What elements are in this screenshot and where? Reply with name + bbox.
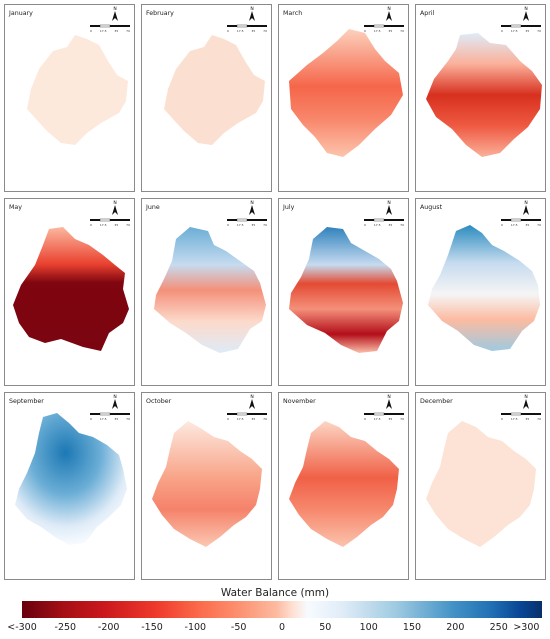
north-arrow-icon: N	[109, 7, 121, 23]
scale-bar	[364, 218, 404, 222]
scale-labels: 0 17.5 35 70	[227, 223, 267, 227]
tick-label: 250	[489, 622, 508, 633]
map-panel-october: October N 0 17.5 35 70	[141, 392, 272, 580]
tick-label: -200	[97, 622, 120, 633]
north-arrow-icon: N	[383, 201, 395, 217]
basin-map-january	[27, 35, 128, 145]
north-arrow-icon: N	[520, 395, 532, 411]
scale-bar	[227, 218, 267, 222]
month-label: October	[146, 398, 172, 405]
map-panel-june: June N 0 17.5 35 70	[141, 198, 272, 386]
tick-label: >300	[513, 622, 540, 633]
scale-bar	[501, 412, 541, 416]
map-panel-april: April N 0 17.5 35 70	[415, 4, 546, 192]
scale-labels: 0 17.5 35 70	[90, 223, 130, 227]
scale-labels: 0 17.5 35 70	[227, 417, 267, 421]
north-arrow-icon: N	[520, 7, 532, 23]
map-panel-november: November N 0 17.5 35 70	[278, 392, 409, 580]
scale-bar	[364, 24, 404, 28]
tick-label: 100	[359, 622, 378, 633]
scale-bar	[501, 24, 541, 28]
north-arrow-icon: N	[109, 201, 121, 217]
map-panel-december: December N 0 17.5 35 70	[415, 392, 546, 580]
scale-labels: 0 17.5 35 70	[364, 29, 404, 33]
north-arrow-icon: N	[383, 7, 395, 23]
scale-labels: 0 17.5 35 70	[227, 29, 267, 33]
scale-labels: 0 17.5 35 70	[501, 417, 541, 421]
legend-title: Water Balance (mm)	[220, 587, 330, 599]
scale-bar	[227, 412, 267, 416]
tick-label: 200	[446, 622, 465, 633]
basin-map-may	[13, 227, 129, 351]
month-label: September	[9, 398, 44, 405]
map-panel-september: September N 0 17.5 35 70	[4, 392, 135, 580]
month-label: August	[420, 204, 443, 211]
north-arrow-icon: N	[383, 395, 395, 411]
basin-map-december	[426, 421, 536, 547]
month-label: January	[9, 10, 33, 17]
scale-bar	[227, 24, 267, 28]
north-arrow-icon: N	[246, 395, 258, 411]
tick-label: 50	[319, 622, 332, 633]
scale-bar	[90, 24, 130, 28]
color-bar	[22, 601, 542, 618]
scale-labels: 0 17.5 35 70	[501, 223, 541, 227]
basin-map-march	[289, 29, 403, 157]
month-label: December	[420, 398, 453, 405]
month-label: June	[146, 204, 160, 211]
month-label: July	[283, 204, 295, 211]
basin-map-june	[154, 227, 266, 353]
basin-map-july	[289, 227, 403, 353]
tick-label: -150	[141, 622, 163, 633]
basin-map-august	[428, 225, 540, 351]
tick-label: -250	[54, 622, 77, 633]
month-label: May	[9, 204, 23, 211]
month-label: February	[146, 10, 174, 17]
color-bar-ticks: <-300 -250 -200 -150 -100 -50 0 50 100 1…	[7, 622, 542, 636]
map-panel-january: January N 0 17.5 35 70	[4, 4, 135, 192]
tick-label: <-300	[7, 622, 37, 633]
basin-map-april	[426, 33, 542, 157]
map-panel-february: February N 0 17.5 35 70	[141, 4, 272, 192]
scale-labels: 0 17.5 35 70	[90, 417, 130, 421]
basin-map-november	[289, 421, 399, 547]
month-label: November	[283, 398, 316, 405]
basin-map-september	[15, 413, 127, 545]
scale-labels: 0 17.5 35 70	[90, 29, 130, 33]
scale-labels: 0 17.5 35 70	[501, 29, 541, 33]
scale-labels: 0 17.5 35 70	[364, 223, 404, 227]
north-arrow-icon: N	[520, 201, 532, 217]
scale-bar	[501, 218, 541, 222]
basin-map-february	[164, 35, 265, 145]
north-arrow-icon: N	[109, 395, 121, 411]
tick-label: 0	[278, 622, 286, 633]
month-label: March	[283, 10, 303, 17]
map-panel-may: May N 0 17.5 35 70	[4, 198, 135, 386]
scale-labels: 0 17.5 35 70	[364, 417, 404, 421]
map-panel-march: March N 0 17.5 35 70	[278, 4, 409, 192]
tick-label: -100	[184, 622, 207, 633]
scale-bar	[90, 412, 130, 416]
scale-bar	[364, 412, 404, 416]
scale-bar	[90, 218, 130, 222]
basin-map-october	[152, 421, 262, 547]
tick-label: 150	[402, 622, 422, 633]
north-arrow-icon: N	[246, 201, 258, 217]
map-panel-august: August N 0 17.5 35 70	[415, 198, 546, 386]
north-arrow-icon: N	[246, 7, 258, 23]
month-label: April	[420, 10, 435, 17]
map-panel-july: July N 0 17.5 35 70	[278, 198, 409, 386]
tick-label: -50	[230, 622, 247, 633]
map-grid: January N 0 17.5 35 70 February N 0 17.5 35 70…	[4, 4, 546, 580]
